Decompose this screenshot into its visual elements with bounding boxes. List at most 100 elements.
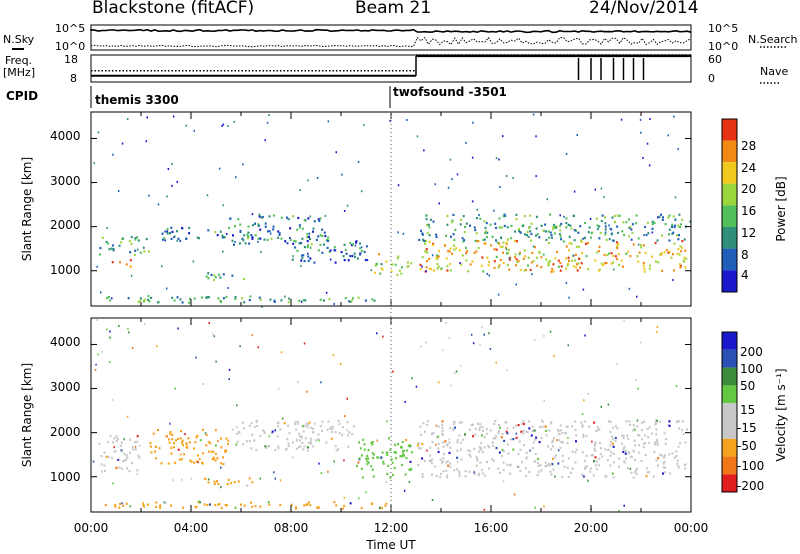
velocity-cell-6-487	[684, 441, 687, 444]
power-cell-9-287	[588, 226, 591, 229]
noise-ytick-right-top: 10^5	[708, 22, 738, 35]
velocity-cell-2-10	[227, 478, 230, 481]
velocity-ytick-1000: 1000	[50, 470, 81, 484]
power-ylabel: Slant Range [km]	[20, 157, 34, 261]
power-cell-8-326	[446, 265, 449, 268]
power-cell-5-35	[307, 217, 310, 220]
velocity-scatter-64	[292, 456, 294, 459]
power-scatter-125	[531, 273, 533, 276]
power-cell-9-132	[544, 223, 547, 226]
velocity-cell-1-39	[220, 437, 222, 440]
power-scatter-52	[589, 218, 592, 220]
velocity-cell-6-268	[506, 463, 509, 466]
power-scatter-60	[677, 148, 679, 151]
power-scatter-16	[226, 233, 228, 235]
velocity-cell-6-577	[655, 422, 658, 425]
velocity-cell-6-118	[540, 469, 543, 472]
power-cell-8-337	[534, 246, 537, 249]
power-scatter-117	[471, 156, 474, 159]
power-cell-9-55	[483, 238, 486, 241]
power-cell-8-69	[679, 266, 682, 269]
power-cell-1-1	[98, 253, 101, 256]
velocity-cell-6-127	[431, 440, 434, 444]
power-cell-5-50	[321, 228, 324, 231]
power-cell-8-89	[600, 262, 603, 265]
power-scatter-23	[431, 254, 434, 257]
velocity-scatter-81	[553, 355, 555, 358]
velocity-cell-6-310	[630, 471, 633, 474]
power-scatter-131	[657, 216, 659, 219]
velocity-cell-6-544	[622, 450, 625, 453]
velocity-cell-6-572	[625, 457, 628, 460]
velocity-cell-6-503	[626, 467, 629, 470]
velocity-cell-6-632	[517, 465, 520, 468]
velocity-cell-6-223	[561, 460, 564, 463]
velocity-cell-6-323	[464, 433, 466, 436]
velocity-cell-1-29	[181, 441, 183, 444]
velocity-cell-6-561	[497, 467, 500, 470]
power-cell-5-55	[243, 234, 246, 237]
power-cell-8-289	[605, 261, 608, 265]
power-cell-2-58	[287, 301, 290, 304]
velocity-cell-6-97	[528, 427, 531, 430]
power-cell-8-315	[640, 246, 643, 249]
velocity-scatter-63	[640, 341, 642, 344]
velocity-cell-6-470	[441, 432, 444, 435]
power-cell-9-237	[485, 222, 488, 225]
power-cell-5-108	[315, 238, 318, 241]
power-scatter-127	[343, 210, 346, 212]
velocity-cell-3-117	[271, 430, 274, 433]
velocity-cell-6-579	[632, 450, 635, 453]
power-cell-5-3	[258, 213, 261, 216]
velocity-scatter-58	[623, 504, 625, 507]
velocity-cell-6-547	[648, 471, 651, 474]
power-cell-9-168	[628, 218, 630, 221]
velocity-cell-6-234	[610, 435, 613, 438]
velocity-cell-6-610	[595, 464, 598, 467]
x-axis-label: Time UT	[365, 538, 416, 552]
velocity-cell-6-267	[605, 475, 608, 478]
power-cell-9-94	[680, 223, 682, 226]
velocity-scatter-50	[365, 491, 367, 494]
power-cell-3-34	[170, 237, 173, 241]
power-scatter-88	[309, 215, 312, 218]
velocity-cell-3-107	[341, 433, 344, 437]
power-cell-5-104	[246, 233, 249, 236]
velocity-cell-1-100	[171, 433, 174, 436]
power-cell-8-63	[467, 270, 470, 273]
velocity-cell-6-358	[566, 442, 569, 445]
power-cell-9-6	[662, 216, 664, 219]
power-scatter-109	[672, 279, 674, 281]
power-scatter-34	[499, 186, 501, 188]
velocity-cell-6-630	[458, 434, 461, 437]
velocity-cell-5-16	[367, 461, 370, 464]
velocity-cell-1-113	[165, 435, 168, 438]
velocity-cell-6-44	[566, 466, 569, 469]
velocity-cell-6-542	[523, 444, 525, 447]
power-cell-9-238	[630, 228, 633, 231]
velocity-cell-1-98	[182, 444, 184, 447]
velocity-scatter-111	[549, 330, 552, 333]
velocity-cell-6-29	[484, 474, 487, 477]
velocity-scatter-8	[358, 497, 360, 500]
power-cell-8-192	[496, 241, 499, 244]
velocity-cell-5-38	[376, 456, 379, 459]
velocity-cell-6-183	[674, 456, 676, 459]
velocity-cell-6-425	[541, 419, 543, 422]
velocity-cell-6-614	[596, 426, 599, 429]
velocity-cell-6-359	[458, 470, 461, 473]
velocity-cell-6-56	[502, 461, 505, 464]
velocity-cell-5-57	[390, 458, 393, 461]
power-cell-5-13	[244, 242, 247, 245]
velocity-cell-4-59	[142, 503, 145, 507]
power-cell-5-101	[268, 215, 271, 218]
power-cell-8-34	[453, 244, 455, 247]
power-cell-1-20	[99, 247, 102, 250]
velocity-cell-6-485	[624, 449, 627, 453]
power-scatter-74	[370, 269, 373, 272]
velocity-cell-6-239	[443, 453, 445, 456]
velocity-cell-5-55	[405, 456, 408, 460]
velocity-cell-6-313	[654, 419, 657, 422]
power-cell-1-34	[136, 236, 139, 239]
velocity-cell-6-289	[491, 458, 494, 461]
